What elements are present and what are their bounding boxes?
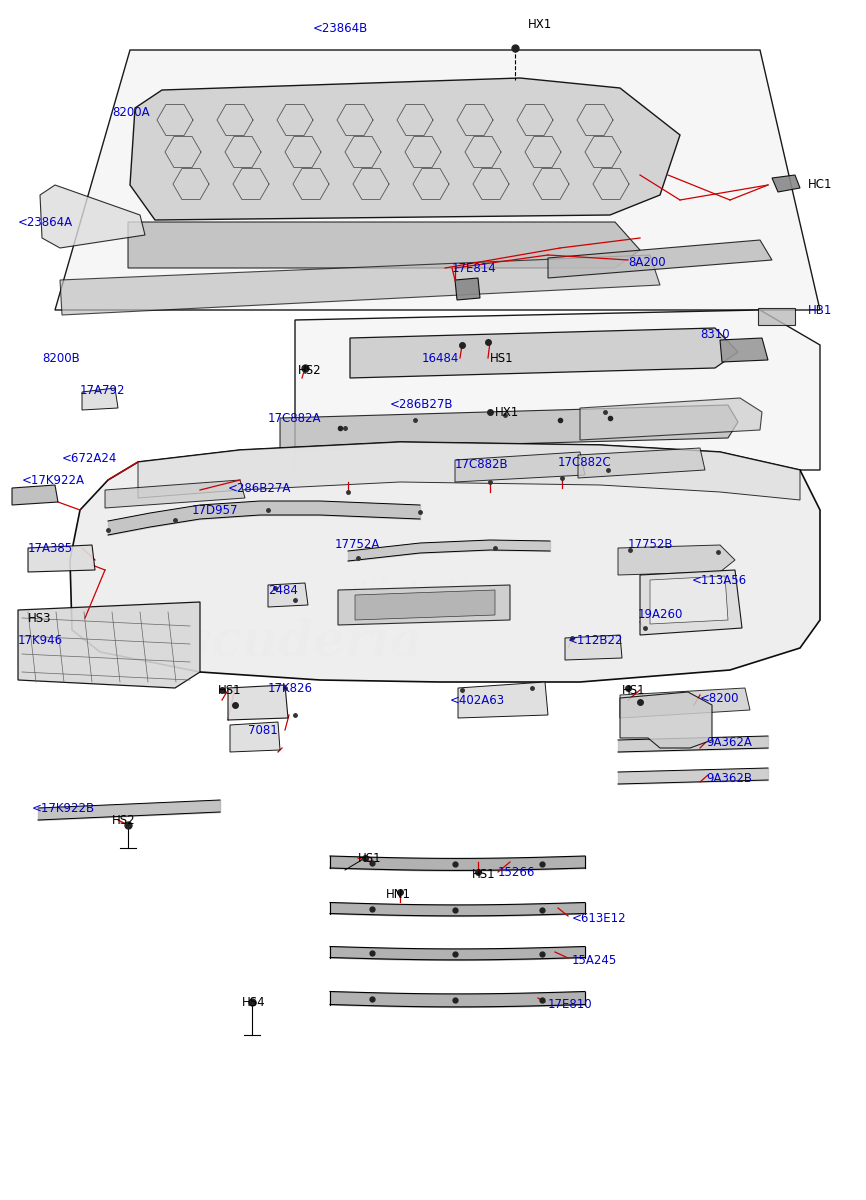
Polygon shape	[268, 583, 308, 607]
Text: HS2: HS2	[112, 814, 136, 827]
Text: 15266: 15266	[498, 865, 535, 878]
Polygon shape	[650, 576, 728, 624]
Polygon shape	[640, 570, 742, 635]
Text: 17A792: 17A792	[80, 384, 126, 396]
Text: <112B22: <112B22	[568, 634, 624, 647]
Text: 17E814: 17E814	[452, 262, 497, 275]
Polygon shape	[355, 590, 495, 620]
Text: <8200: <8200	[700, 691, 740, 704]
Polygon shape	[228, 685, 288, 720]
Text: 16484: 16484	[422, 352, 459, 365]
Polygon shape	[548, 240, 772, 278]
Text: HC1: HC1	[808, 179, 832, 192]
Polygon shape	[130, 78, 680, 220]
Text: HX1: HX1	[495, 406, 520, 419]
Text: <286B27A: <286B27A	[228, 481, 291, 494]
Text: <402A63: <402A63	[450, 694, 505, 707]
Polygon shape	[230, 722, 280, 752]
Polygon shape	[105, 480, 245, 508]
Polygon shape	[758, 308, 795, 325]
Text: <613E12: <613E12	[572, 912, 627, 924]
Polygon shape	[565, 635, 622, 660]
Text: 17752A: 17752A	[335, 539, 380, 552]
Text: HX1: HX1	[528, 18, 553, 31]
Polygon shape	[55, 50, 820, 310]
Polygon shape	[578, 448, 705, 478]
Text: HS1: HS1	[218, 684, 242, 696]
Polygon shape	[82, 388, 118, 410]
Polygon shape	[280, 404, 738, 450]
Text: 19A260: 19A260	[638, 608, 683, 622]
Polygon shape	[60, 254, 660, 314]
Polygon shape	[620, 692, 712, 748]
Text: 17A385: 17A385	[28, 541, 73, 554]
Text: HN1: HN1	[386, 888, 411, 900]
Polygon shape	[12, 485, 58, 505]
Text: HS1: HS1	[622, 684, 646, 696]
Polygon shape	[720, 338, 768, 362]
Text: <17K922A: <17K922A	[22, 474, 85, 486]
Text: 17K946: 17K946	[18, 634, 63, 647]
Polygon shape	[455, 452, 585, 482]
Text: 17752B: 17752B	[628, 539, 674, 552]
Text: 17E810: 17E810	[548, 998, 592, 1012]
Text: autoparts: autoparts	[341, 572, 490, 604]
Text: 17C882A: 17C882A	[268, 412, 321, 425]
Text: HS4: HS4	[242, 996, 266, 1008]
Text: 8310: 8310	[700, 329, 730, 342]
Text: 7081: 7081	[248, 724, 278, 737]
Text: 15A245: 15A245	[572, 954, 617, 966]
Text: 2484: 2484	[268, 583, 298, 596]
Text: 17C882B: 17C882B	[455, 458, 508, 472]
Text: HS1: HS1	[490, 352, 514, 365]
Text: 8200A: 8200A	[112, 106, 150, 119]
Polygon shape	[70, 442, 820, 682]
Text: 8A200: 8A200	[628, 256, 666, 269]
Polygon shape	[458, 682, 548, 718]
Text: HS2: HS2	[298, 364, 321, 377]
Text: <672A24: <672A24	[62, 451, 118, 464]
Text: 17K826: 17K826	[268, 682, 313, 695]
Polygon shape	[350, 328, 738, 378]
Text: HS1: HS1	[358, 852, 382, 864]
Text: <17K922B: <17K922B	[32, 802, 95, 815]
Text: <113A56: <113A56	[692, 574, 747, 587]
Text: 9A362B: 9A362B	[706, 772, 752, 785]
Text: 17D957: 17D957	[192, 504, 238, 516]
Text: 8200B: 8200B	[42, 352, 80, 365]
Polygon shape	[18, 602, 200, 688]
Polygon shape	[295, 310, 820, 470]
Polygon shape	[620, 688, 750, 718]
Text: 17C882C: 17C882C	[558, 456, 611, 468]
Polygon shape	[618, 545, 735, 575]
Text: <23864A: <23864A	[18, 216, 73, 228]
Polygon shape	[138, 442, 800, 500]
Text: HS3: HS3	[28, 612, 51, 624]
Text: HB1: HB1	[808, 304, 832, 317]
Polygon shape	[772, 175, 800, 192]
Text: <286B27B: <286B27B	[390, 398, 454, 412]
Text: HS1: HS1	[472, 869, 495, 882]
Text: scuderia: scuderia	[184, 618, 423, 666]
Polygon shape	[28, 545, 95, 572]
Polygon shape	[455, 278, 480, 300]
Polygon shape	[338, 584, 510, 625]
Polygon shape	[128, 222, 640, 268]
Text: <23864B: <23864B	[313, 22, 368, 35]
Polygon shape	[40, 185, 145, 248]
Polygon shape	[580, 398, 762, 440]
Text: 9A362A: 9A362A	[706, 736, 752, 749]
